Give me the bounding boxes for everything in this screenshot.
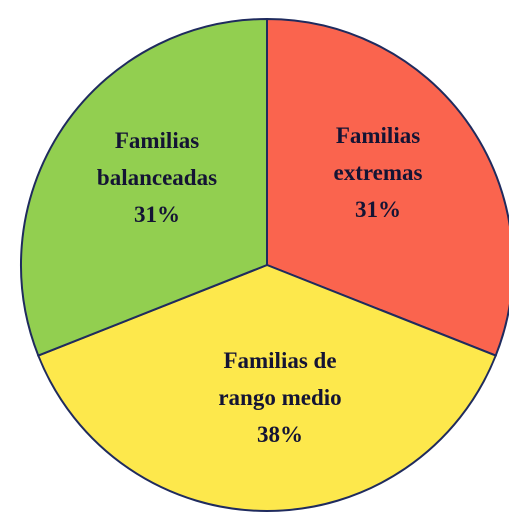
pie-slice <box>266 17 509 357</box>
slice-label: Familias de rango medio 38% <box>200 342 360 453</box>
slice-label: Familias extremas 31% <box>298 117 458 228</box>
slice-label: Familias balanceadas 31% <box>77 122 237 233</box>
value-label: 38% <box>257 422 303 447</box>
pie-slice <box>36 263 498 512</box>
category-label: Familias de rango medio <box>218 348 342 410</box>
category-label: Familias extremas <box>333 123 423 185</box>
category-label: Familias balanceadas <box>96 128 218 190</box>
value-label: 31% <box>134 202 180 227</box>
pie-slice <box>20 17 268 357</box>
value-label: 31% <box>355 197 401 222</box>
